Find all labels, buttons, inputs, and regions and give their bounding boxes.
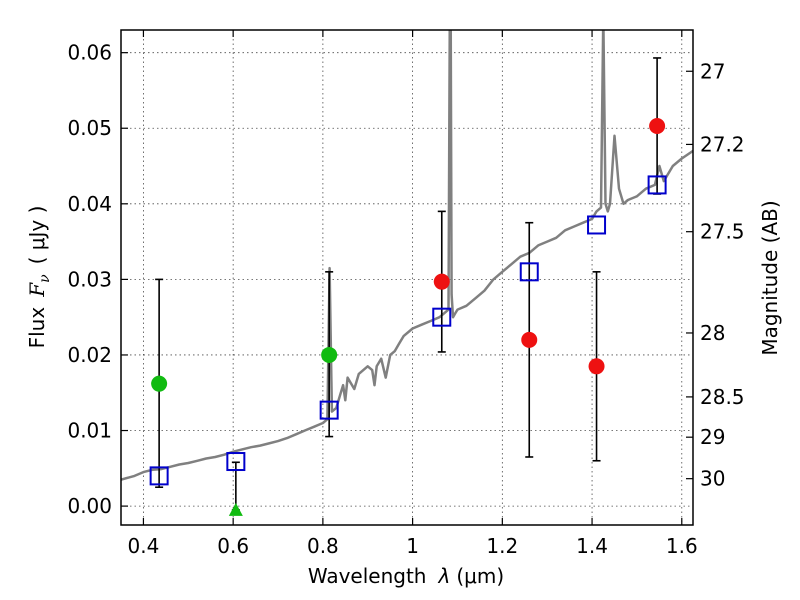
y2-tick-label: 30 bbox=[700, 467, 725, 491]
x-tick-label: 0.4 bbox=[128, 534, 160, 558]
model-layer bbox=[121, 30, 693, 481]
y-tick-label: 0.02 bbox=[67, 343, 112, 367]
y-tick-label: 0.06 bbox=[67, 41, 112, 65]
y-tick-label: 0.05 bbox=[67, 116, 112, 140]
tick-layer: 0.4 0.6 0.8 1 1.2 1.4 1.6 0.00 0.01 0.02 0.03 0.04 0… bbox=[67, 30, 745, 558]
model-point bbox=[647, 175, 667, 195]
detection-marker bbox=[588, 358, 605, 375]
plot-frame bbox=[120, 29, 694, 526]
y-tick-label: 0.03 bbox=[67, 267, 112, 291]
model-point bbox=[149, 466, 169, 486]
model-point bbox=[226, 452, 246, 472]
errorbar-layer bbox=[155, 57, 662, 511]
x-tick-label: 1 bbox=[406, 534, 419, 558]
upper-limit-marker bbox=[228, 502, 243, 516]
marker-layer bbox=[149, 117, 667, 516]
y2-tick-label: 27 bbox=[700, 59, 725, 83]
x-tick-label: 1.2 bbox=[486, 534, 518, 558]
y-tick-label: 0.04 bbox=[67, 192, 112, 216]
model-point bbox=[319, 400, 339, 420]
upper-limit-marker bbox=[151, 375, 168, 392]
x-tick-label: 0.8 bbox=[307, 534, 339, 558]
x-tick-label: 1.4 bbox=[576, 534, 608, 558]
y2-tick-label: 27.2 bbox=[700, 132, 745, 156]
y-tick-label: 0.01 bbox=[67, 419, 112, 443]
model-spectrum-line bbox=[121, 30, 693, 481]
y2-tick-label: 28 bbox=[700, 321, 725, 345]
y-tick-label: 0.00 bbox=[67, 494, 112, 518]
detection-marker bbox=[433, 273, 450, 290]
y2-tick-label: 28.5 bbox=[700, 385, 745, 409]
detection-marker bbox=[521, 331, 538, 348]
detection-marker bbox=[649, 117, 666, 134]
y2-tick-label: 29 bbox=[700, 425, 725, 449]
grid-layer bbox=[121, 30, 693, 525]
model-point bbox=[432, 307, 452, 327]
y-axis-label: FluxFν( μJy ) bbox=[25, 206, 53, 349]
x-axis-label: Wavelength λ (μm) bbox=[308, 564, 504, 588]
x-tick-label: 0.6 bbox=[217, 534, 249, 558]
y2-axis-label: Magnitude (AB) bbox=[758, 200, 782, 355]
model-point bbox=[587, 215, 607, 235]
x-tick-label: 1.6 bbox=[666, 534, 698, 558]
model-point bbox=[519, 262, 539, 282]
y2-tick-label: 27.5 bbox=[700, 220, 745, 244]
upper-limit-marker bbox=[321, 346, 338, 363]
